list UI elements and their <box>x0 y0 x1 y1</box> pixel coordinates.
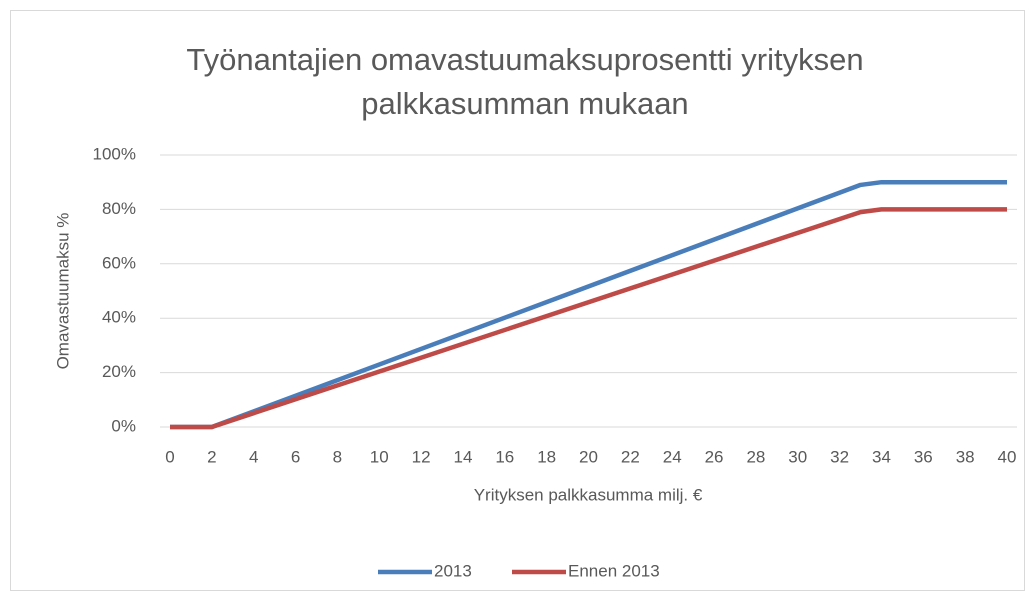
x-tick-label: 8 <box>333 447 342 466</box>
x-tick-label: 34 <box>872 447 891 466</box>
series-line <box>170 207 1007 430</box>
x-tick-label: 12 <box>412 447 431 466</box>
y-tick-label: 80% <box>102 199 136 218</box>
legend-label: Ennen 2013 <box>568 561 660 580</box>
x-tick-label: 16 <box>495 447 514 466</box>
x-tick-label: 28 <box>746 447 765 466</box>
x-tick-label: 14 <box>453 447 472 466</box>
x-tick-label: 6 <box>291 447 300 466</box>
y-tick-label: 60% <box>102 253 136 272</box>
x-tick-label: 22 <box>621 447 640 466</box>
x-tick-label: 10 <box>370 447 389 466</box>
y-tick-label: 40% <box>102 308 136 327</box>
y-tick-label: 20% <box>102 362 136 381</box>
chart-title: Työnantajien omavastuumaksuprosentti yri… <box>186 42 864 121</box>
x-tick-label: 26 <box>705 447 724 466</box>
x-tick-label: 40 <box>998 447 1017 466</box>
legend-label: 2013 <box>434 561 472 580</box>
x-tick-label: 0 <box>165 447 174 466</box>
x-tick-label: 32 <box>830 447 849 466</box>
x-tick-label: 4 <box>249 447 258 466</box>
x-tick-label: 30 <box>788 447 807 466</box>
chart-border <box>10 10 1025 591</box>
y-tick-label: 0% <box>111 416 136 435</box>
x-tick-label: 36 <box>914 447 933 466</box>
x-tick-label: 2 <box>207 447 216 466</box>
x-axis-label: Yrityksen palkkasumma milj. € <box>474 485 703 504</box>
x-tick-label: 38 <box>956 447 975 466</box>
x-tick-label: 20 <box>579 447 598 466</box>
y-axis-label: Omavastuumaksu % <box>53 213 72 370</box>
x-tick-label: 18 <box>537 447 556 466</box>
y-tick-label: 100% <box>93 144 136 163</box>
x-tick-label: 24 <box>663 447 682 466</box>
